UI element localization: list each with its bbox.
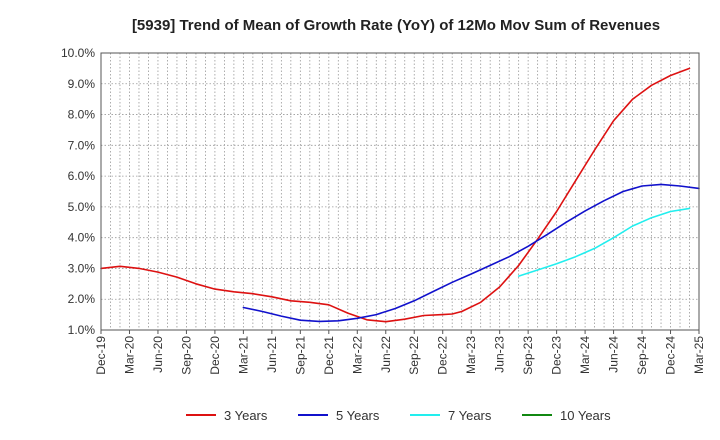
y-tick-label: 8.0% <box>68 108 96 122</box>
x-tick-label: Sep-24 <box>635 336 649 375</box>
x-tick-label: Mar-25 <box>692 336 706 374</box>
x-tick-label: Sep-21 <box>293 336 307 375</box>
y-tick-label: 9.0% <box>68 77 96 91</box>
x-tick-label: Dec-20 <box>208 336 222 375</box>
legend: 3 Years 5 Years 7 Years 10 Years <box>186 408 611 423</box>
x-tick-label: Dec-19 <box>94 336 108 375</box>
x-tick-label: Sep-22 <box>407 336 421 375</box>
x-tick-label: Jun-21 <box>265 336 279 373</box>
x-tick-label: Mar-21 <box>236 336 250 374</box>
series-line-5-years <box>242 183 700 323</box>
x-tick-label: Jun-23 <box>493 336 507 373</box>
x-tick-label: Jun-22 <box>379 336 393 373</box>
y-tick-label: 5.0% <box>68 200 96 214</box>
y-tick-label: 6.0% <box>68 169 96 183</box>
x-tick-label: Jun-24 <box>607 336 621 373</box>
legend-label: 5 Years <box>336 408 380 423</box>
x-tick-label: Mar-20 <box>122 336 136 374</box>
x-tick-label: Dec-24 <box>664 336 678 375</box>
plot-frame <box>100 52 700 331</box>
x-tick-label: Dec-22 <box>436 336 450 375</box>
y-tick-label: 2.0% <box>68 292 96 306</box>
plot-area <box>101 53 699 330</box>
x-tick-label: Jun-20 <box>151 336 165 373</box>
x-axis-ticks: Dec-19 Mar-20 Jun-20 Sep-20 Dec-20 Mar-21 Jun-… <box>94 330 706 375</box>
y-tick-label: 7.0% <box>68 138 96 152</box>
y-axis-ticks: 1.0% 2.0% 3.0% 4.0% 5.0% 6.0% 7.0% 8.0% 9.0% 10.0… <box>61 46 95 337</box>
x-tick-label: Sep-23 <box>521 336 535 375</box>
x-tick-label: Mar-23 <box>464 336 478 374</box>
legend-label: 7 Years <box>448 408 492 423</box>
x-tick-label: Dec-23 <box>550 336 564 375</box>
chart-title: [5939] Trend of Mean of Growth Rate (YoY… <box>132 17 660 34</box>
x-tick-label: Mar-22 <box>350 336 364 374</box>
x-tick-label: Mar-24 <box>578 336 592 374</box>
x-tick-label: Sep-20 <box>179 336 193 375</box>
series-line-3-years <box>100 67 691 323</box>
y-tick-label: 1.0% <box>68 323 96 337</box>
y-tick-label: 3.0% <box>68 261 96 275</box>
horizontal-gridlines <box>101 83 699 300</box>
y-tick-label: 4.0% <box>68 231 96 245</box>
x-tick-label: Dec-21 <box>322 336 336 375</box>
y-tick-label: 10.0% <box>61 46 95 60</box>
legend-label: 3 Years <box>224 408 268 423</box>
series-lines <box>100 67 700 323</box>
series-line-7-years <box>517 207 691 277</box>
vertical-gridlines <box>110 53 690 330</box>
legend-label: 10 Years <box>560 408 611 423</box>
